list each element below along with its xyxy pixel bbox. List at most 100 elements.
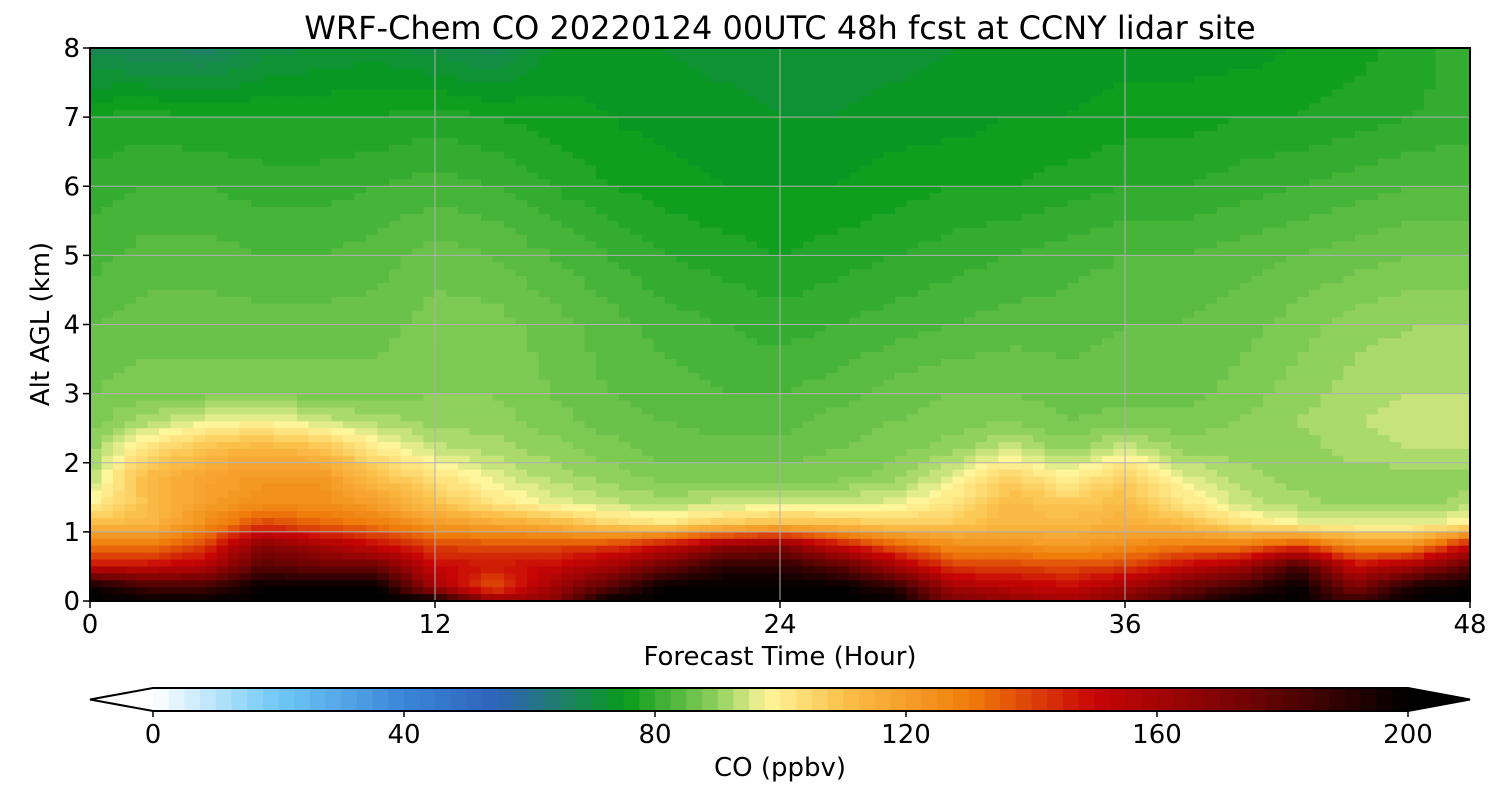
field-cell: [1171, 82, 1184, 91]
field-cell: [642, 75, 655, 84]
field-cell: [239, 234, 252, 243]
field-cell: [883, 130, 896, 139]
field-cell: [642, 103, 655, 111]
field-cell: [1217, 269, 1230, 277]
field-cell: [446, 124, 459, 132]
field-cell: [1320, 276, 1333, 284]
field-cell: [964, 296, 977, 305]
field-cell: [757, 289, 770, 298]
field-cell: [1435, 117, 1448, 125]
field-cell: [297, 103, 310, 111]
field-cell: [170, 144, 183, 153]
field-cell: [251, 193, 264, 201]
field-cell: [1378, 310, 1391, 319]
field-cell: [918, 296, 931, 305]
field-cell: [331, 68, 344, 77]
field-cell: [1148, 130, 1161, 139]
field-cell: [975, 186, 988, 194]
field-cell: [1159, 317, 1172, 326]
field-cell: [699, 137, 712, 146]
field-cell: [113, 89, 126, 97]
field-cell: [170, 193, 183, 201]
field-cell: [285, 165, 298, 174]
field-cell: [596, 144, 609, 153]
field-cell: [1044, 68, 1057, 77]
field-cell: [285, 227, 298, 236]
field-cell: [193, 193, 206, 201]
field-cell: [205, 151, 218, 160]
field-cell: [297, 206, 310, 215]
field-cell: [458, 262, 471, 270]
field-cell: [1320, 96, 1333, 104]
field-cell: [573, 269, 586, 277]
field-cell: [745, 193, 758, 201]
field-cell: [515, 165, 528, 174]
field-cell: [481, 193, 494, 201]
field-cell: [170, 289, 183, 298]
field-cell: [561, 289, 574, 298]
field-cell: [469, 296, 482, 305]
field-cell: [895, 96, 908, 104]
field-cell: [1033, 179, 1046, 187]
field-cell: [1366, 255, 1379, 263]
field-cell: [630, 172, 643, 180]
field-cell: [182, 310, 195, 319]
field-cell: [147, 193, 160, 201]
field-cell: [400, 317, 413, 326]
field-cell: [1355, 158, 1368, 167]
field-cell: [469, 186, 482, 194]
field-cell: [1320, 220, 1333, 229]
field-cell: [1251, 234, 1264, 243]
field-cell: [941, 193, 954, 201]
field-cell: [1056, 234, 1069, 243]
field-cell: [837, 172, 850, 180]
field-cell: [803, 220, 816, 229]
field-cell: [550, 213, 563, 222]
field-cell: [446, 89, 459, 97]
field-cell: [665, 151, 678, 160]
field-cell: [136, 317, 149, 326]
field-cell: [929, 124, 942, 132]
field-cell: [1366, 68, 1379, 77]
field-cell: [504, 303, 517, 312]
field-cell: [216, 310, 229, 319]
field-cell: [159, 151, 172, 160]
field-cell: [757, 186, 770, 194]
field-cell: [1079, 289, 1092, 298]
field-cell: [952, 283, 965, 291]
field-cell: [1205, 234, 1218, 243]
field-cell: [918, 179, 931, 187]
field-cell: [1401, 89, 1414, 97]
field-cell: [941, 144, 954, 153]
field-cell: [1309, 151, 1322, 160]
field-cell: [1309, 317, 1322, 326]
field-cell: [1217, 110, 1230, 118]
field-cell: [895, 200, 908, 208]
field-cell: [1297, 165, 1310, 174]
field-cell: [1136, 137, 1149, 146]
field-cell: [366, 124, 379, 132]
field-cell: [1182, 255, 1195, 263]
field-cell: [584, 234, 597, 243]
field-cell: [791, 303, 804, 312]
field-cell: [469, 172, 482, 180]
field-cell: [1320, 193, 1333, 201]
field-cell: [1021, 158, 1034, 167]
field-cell: [182, 172, 195, 180]
field-cell: [1401, 54, 1414, 63]
field-cell: [446, 234, 459, 243]
field-cell: [492, 331, 505, 339]
field-cell: [297, 220, 310, 229]
field-cell: [90, 186, 103, 194]
field-cell: [929, 186, 942, 194]
field-cell: [1113, 206, 1126, 215]
field-cell: [607, 324, 620, 333]
field-cell: [722, 262, 735, 270]
field-cell: [1274, 296, 1287, 305]
field-cell: [1401, 103, 1414, 111]
field-cell: [734, 137, 747, 146]
field-cell: [757, 124, 770, 132]
field-cell: [1389, 310, 1402, 319]
field-cell: [262, 179, 275, 187]
field-cell: [182, 213, 195, 222]
